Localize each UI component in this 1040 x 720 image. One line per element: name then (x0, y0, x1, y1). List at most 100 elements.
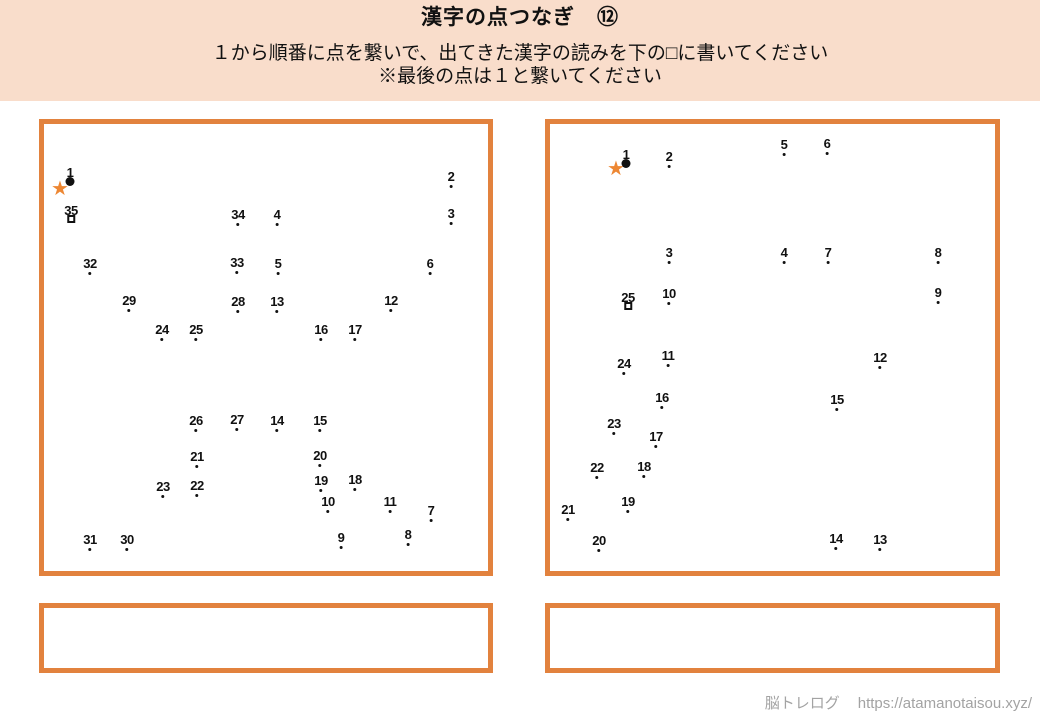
dot-marker (236, 310, 240, 313)
point-right-7: 7 (825, 246, 832, 264)
point-left-14: 14 (270, 414, 284, 432)
point-label: 8 (934, 245, 942, 260)
point-label: 8 (404, 527, 412, 542)
point-left-17: 17 (348, 323, 362, 341)
point-label: 9 (337, 530, 345, 545)
point-right-1: 1 (621, 147, 631, 168)
point-label: 12 (873, 350, 887, 365)
header-band: 漢字の点つなぎ ⑫ １から順番に点を繋いで、出てきた漢字の読みを下の□に書いてく… (0, 0, 1040, 101)
point-right-17: 17 (649, 430, 663, 448)
point-right-20: 20 (592, 534, 606, 552)
point-left-5: 5 (275, 257, 282, 275)
point-right-5: 5 (781, 138, 788, 156)
point-left-31: 31 (83, 533, 97, 551)
point-label: 18 (348, 472, 362, 487)
puzzle-box-left (39, 119, 493, 576)
point-label: 10 (662, 286, 676, 301)
dot-marker (389, 309, 393, 312)
point-left-30: 30 (120, 533, 134, 551)
point-right-18: 18 (637, 459, 651, 478)
point-left-1: 1 (65, 165, 75, 186)
point-label: 16 (314, 322, 328, 337)
dot-marker (127, 309, 131, 312)
point-left-28: 28 (231, 294, 245, 313)
point-left-15: 15 (313, 414, 327, 432)
point-label: 14 (829, 531, 843, 546)
dot-marker (161, 495, 165, 498)
dot-marker (782, 261, 786, 264)
point-left-13: 13 (270, 295, 284, 313)
point-label: 4 (780, 245, 788, 260)
point-left-33: 33 (230, 256, 244, 274)
dot-marker (319, 338, 323, 341)
dot-marker (667, 302, 671, 305)
point-label: 12 (384, 293, 398, 308)
start-dot-marker (621, 159, 631, 168)
point-left-23: 23 (156, 480, 170, 498)
site-name: 脳トレログ (764, 695, 840, 712)
footer-credit: 脳トレログ https://atamanotaisou.xyz/ (765, 692, 1032, 713)
start-star-icon-right: ★ (607, 158, 625, 180)
dot-marker (566, 518, 570, 521)
point-left-6: 6 (427, 257, 434, 275)
point-right-8: 8 (935, 246, 942, 264)
point-right-23: 23 (607, 417, 621, 435)
dot-marker (595, 476, 599, 479)
point-left-24: 24 (155, 323, 169, 341)
answer-box-left (39, 603, 493, 673)
point-left-35: 35 (64, 203, 78, 223)
answer-box-right (545, 603, 1000, 673)
point-label: 25 (189, 322, 203, 337)
point-label: 6 (426, 256, 434, 271)
start-star-icon-left: ★ (51, 178, 69, 200)
site-url: https://atamanotaisou.xyz/ (857, 695, 1032, 712)
dot-marker (612, 432, 616, 435)
dot-marker (388, 510, 392, 513)
dot-marker (125, 548, 129, 551)
dot-marker (353, 338, 357, 341)
point-left-12: 12 (384, 293, 398, 312)
point-left-29: 29 (122, 294, 136, 312)
point-label: 13 (873, 532, 887, 547)
point-left-4: 4 (274, 208, 281, 226)
dot-marker (319, 489, 323, 492)
point-label: 22 (190, 478, 204, 493)
dot-marker (667, 165, 671, 168)
instruction-line-1: １から順番に点を繋いで、出てきた漢字の読みを下の□に書いてください (211, 43, 829, 64)
point-label: 1 (622, 147, 630, 162)
dot-marker (428, 272, 432, 275)
dot-marker (782, 153, 786, 156)
point-label: 16 (655, 390, 669, 405)
point-right-4: 4 (781, 246, 788, 264)
point-label: 35 (64, 203, 78, 218)
point-right-21: 21 (561, 503, 575, 521)
dot-marker (449, 185, 453, 188)
puzzle-box-right (545, 119, 1000, 576)
dot-marker (275, 429, 279, 432)
dot-marker (160, 338, 164, 341)
end-square-marker (624, 302, 632, 310)
point-label: 10 (321, 494, 335, 509)
point-label: 21 (190, 449, 204, 464)
point-label: 32 (83, 256, 97, 271)
point-label: 18 (637, 459, 651, 474)
dot-marker (194, 429, 198, 432)
dot-marker (235, 428, 239, 431)
point-label: 28 (231, 294, 245, 309)
dot-marker (936, 301, 940, 304)
point-left-2: 2 (448, 170, 455, 188)
point-right-12: 12 (873, 350, 887, 369)
point-label: 2 (665, 149, 673, 164)
point-left-16: 16 (314, 322, 328, 341)
dot-marker (339, 546, 343, 549)
dot-marker (276, 272, 280, 275)
point-left-25: 25 (189, 322, 203, 341)
point-right-13: 13 (873, 532, 887, 551)
point-label: 5 (274, 256, 282, 271)
point-label: 1 (66, 165, 74, 180)
dot-marker (878, 366, 882, 369)
point-label: 3 (447, 206, 455, 221)
point-label: 6 (823, 136, 831, 151)
dot-marker (318, 464, 322, 467)
dot-marker (660, 406, 664, 409)
